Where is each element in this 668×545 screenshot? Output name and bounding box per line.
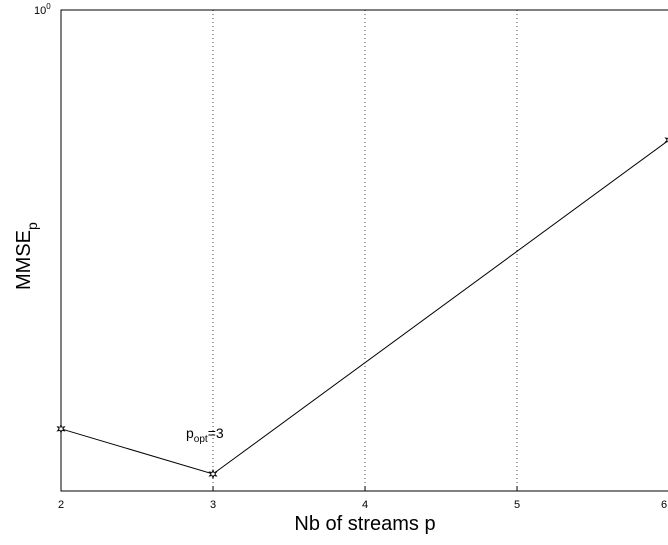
- x-ticks: 2 3 4 5 6: [58, 486, 667, 511]
- data-point-6: [664, 137, 668, 143]
- annotation-popt: popt=3: [186, 425, 224, 445]
- grid-lines: [212, 10, 518, 491]
- x-tick-label-2: 2: [58, 499, 64, 511]
- x-tick-label-3: 3: [210, 499, 216, 511]
- x-tick-label-5: 5: [514, 499, 520, 511]
- series-layer: [56, 137, 668, 480]
- x-tick-label-6: 6: [661, 499, 667, 511]
- data-point-2: [56, 423, 66, 435]
- x-axis-label: Nb of streams p: [294, 513, 435, 535]
- plot-frame: [60, 9, 668, 492]
- data-point-3: [208, 468, 218, 480]
- x-tick-label-4: 4: [362, 499, 368, 511]
- y-axis-label: MMSEp: [13, 222, 40, 290]
- y-top-tick-exponent: 0: [46, 2, 51, 11]
- y-top-tick-label: 100: [34, 2, 51, 17]
